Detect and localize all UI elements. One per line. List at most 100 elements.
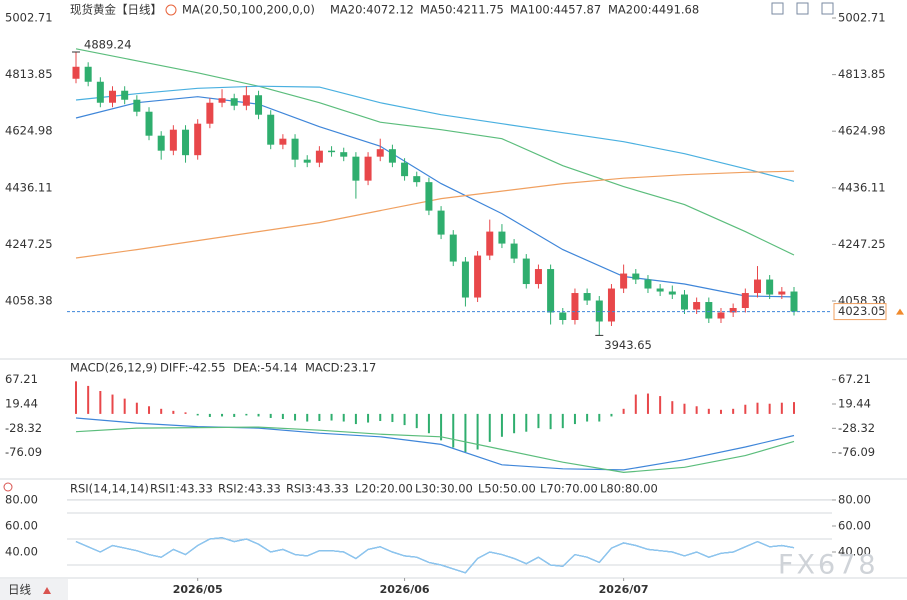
y-tick-label-left: 19.44 bbox=[5, 397, 38, 411]
candle-body bbox=[340, 152, 348, 157]
candle-body bbox=[778, 291, 786, 295]
macd-line bbox=[75, 426, 795, 474]
candle-body bbox=[656, 288, 664, 292]
macd-bar bbox=[756, 402, 759, 414]
low-annotation: 3943.65 bbox=[604, 338, 652, 352]
candle-body bbox=[680, 294, 688, 310]
candle-body bbox=[72, 66, 80, 79]
candle-body bbox=[437, 210, 445, 235]
candle-body bbox=[607, 288, 615, 322]
macd-bar bbox=[281, 413, 284, 419]
macd-bar bbox=[634, 394, 637, 414]
macd-bar bbox=[415, 413, 418, 429]
candle-body bbox=[644, 279, 652, 289]
header-label: MA(20,50,100,200,0,0) bbox=[182, 3, 315, 17]
header-label: RSI2:43.33 bbox=[218, 482, 281, 496]
macd-bar bbox=[707, 408, 710, 414]
last-price-arrow bbox=[896, 308, 904, 315]
candle-body bbox=[741, 293, 749, 309]
icon-fullscreen[interactable] bbox=[796, 2, 809, 15]
header-label: MACD:23.17 bbox=[305, 361, 376, 375]
candle-body bbox=[595, 300, 603, 322]
header-label: 现货黄金 bbox=[70, 3, 116, 17]
header-label: RSI1:43.33 bbox=[150, 482, 213, 496]
y-tick-label-right: 4624.98 bbox=[838, 124, 886, 138]
candle-body bbox=[96, 81, 104, 103]
macd-bar bbox=[306, 413, 309, 422]
y-tick-label-left: 4058.38 bbox=[5, 294, 53, 308]
macd-bar bbox=[160, 408, 163, 414]
candle-body bbox=[315, 150, 323, 163]
macd-bar bbox=[294, 413, 297, 421]
macd-bar bbox=[719, 409, 722, 414]
macd-bar bbox=[598, 413, 601, 422]
candle-body bbox=[729, 308, 737, 313]
header-label: L80:80.00 bbox=[600, 482, 658, 496]
macd-bar bbox=[780, 402, 783, 414]
y-tick-label-left: 4813.85 bbox=[5, 67, 53, 81]
y-tick-label-right: 40.00 bbox=[838, 545, 871, 559]
candle-body bbox=[133, 99, 141, 112]
candle-body bbox=[693, 302, 701, 310]
candle-body bbox=[194, 123, 202, 156]
macd-bar bbox=[75, 381, 77, 414]
macd-bar bbox=[659, 396, 662, 414]
macd-bar bbox=[793, 402, 795, 414]
macd-bar bbox=[391, 413, 394, 423]
candle-body bbox=[705, 302, 713, 319]
macd-bar bbox=[172, 410, 175, 414]
rsi-line bbox=[75, 537, 795, 574]
macd-bar bbox=[123, 398, 126, 414]
x-tick-label: 2026/06 bbox=[380, 583, 430, 596]
candle-body bbox=[121, 90, 129, 100]
macd-bar bbox=[622, 408, 625, 414]
candle-body bbox=[632, 273, 640, 280]
macd-bar bbox=[148, 406, 151, 414]
candle-body bbox=[206, 102, 214, 124]
period-button-label[interactable]: 日线 bbox=[8, 583, 31, 597]
candle-body bbox=[145, 111, 153, 136]
icon-settings[interactable] bbox=[771, 2, 784, 15]
last-price-tag bbox=[833, 303, 887, 321]
macd-bar bbox=[379, 413, 382, 422]
icon-close[interactable] bbox=[821, 2, 834, 15]
icon-rsi-settings[interactable] bbox=[3, 482, 13, 492]
candle-body bbox=[267, 114, 275, 145]
macd-bar bbox=[768, 403, 771, 414]
candle-body bbox=[425, 182, 433, 211]
y-tick-label-left: 4624.98 bbox=[5, 124, 53, 138]
candle-body bbox=[461, 261, 469, 298]
macd-bar bbox=[695, 406, 698, 414]
header-label: MA100:4457.87 bbox=[510, 3, 601, 17]
candle-body bbox=[157, 135, 165, 151]
candle-body bbox=[84, 66, 92, 82]
moving-average-line bbox=[75, 85, 795, 182]
period-arrow[interactable] bbox=[43, 587, 51, 594]
high-annotation: 4889.24 bbox=[84, 38, 132, 52]
candle-body bbox=[291, 138, 299, 160]
candle-body bbox=[559, 312, 567, 320]
macd-bar bbox=[500, 413, 503, 437]
candle-body bbox=[449, 234, 457, 262]
macd-bar bbox=[732, 408, 735, 414]
icon-switch[interactable] bbox=[165, 4, 177, 16]
header-label: DEA:-54.14 bbox=[233, 361, 298, 375]
candle-body bbox=[303, 159, 311, 163]
macd-bar bbox=[99, 391, 102, 414]
macd-bar bbox=[245, 413, 248, 416]
macd-bar bbox=[354, 413, 357, 425]
macd-line bbox=[75, 417, 795, 471]
moving-average-line bbox=[75, 170, 795, 259]
y-tick-label-right: 80.00 bbox=[838, 492, 871, 506]
y-tick-label-right: 5002.71 bbox=[838, 11, 886, 25]
candle-body bbox=[182, 129, 190, 156]
candle-body bbox=[242, 95, 250, 106]
macd-bar bbox=[452, 413, 455, 448]
y-tick-label-left: 4247.25 bbox=[5, 237, 53, 251]
candle-body bbox=[620, 273, 628, 289]
macd-bar bbox=[744, 404, 747, 414]
y-tick-label-right: -76.09 bbox=[838, 445, 875, 459]
macd-bar bbox=[440, 413, 443, 441]
period-button[interactable] bbox=[0, 579, 68, 600]
header-label: L70:70.00 bbox=[540, 482, 598, 496]
